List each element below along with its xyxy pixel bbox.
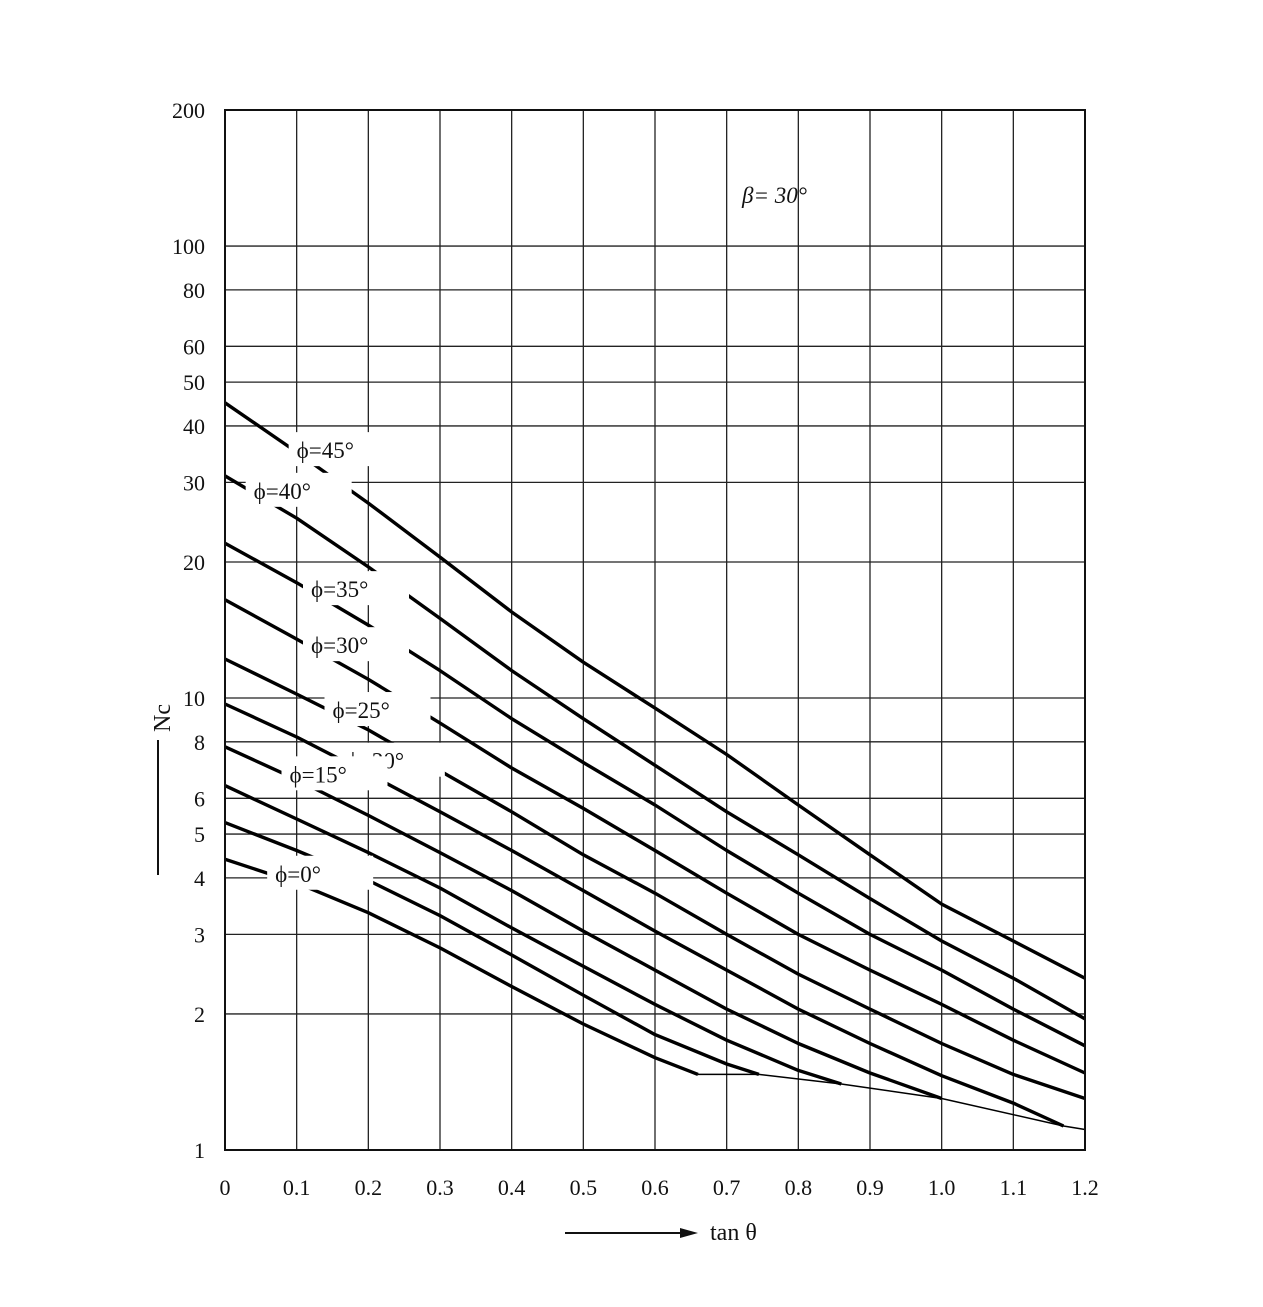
y-tick-label: 60 <box>183 334 205 359</box>
series-line <box>224 474 1086 1021</box>
series-label-text: ϕ=30° <box>311 633 368 658</box>
series-label: ϕ=30° <box>303 627 409 662</box>
x-tick-label: 1.1 <box>1000 1175 1028 1200</box>
series-label: ϕ=25° <box>324 692 431 727</box>
y-tick-label: 2 <box>194 1002 205 1027</box>
y-tick-label: 200 <box>172 98 205 123</box>
y-tick-label: 4 <box>194 866 205 891</box>
x-tick-label: 1.2 <box>1071 1175 1099 1200</box>
y-tick-label: 10 <box>183 686 205 711</box>
y-tick-label: 8 <box>194 730 205 755</box>
curves <box>224 401 1086 1131</box>
series-label-text: ϕ=25° <box>333 698 390 723</box>
series-label: ϕ=15° <box>281 756 388 791</box>
x-axis-arrow-head <box>680 1228 698 1238</box>
x-tick-label: 1.0 <box>928 1175 956 1200</box>
y-tick-label: 5 <box>194 822 205 847</box>
series-line <box>224 541 1086 1048</box>
y-tick-label: 30 <box>183 470 205 495</box>
series-line <box>224 857 699 1076</box>
series-label-text: ϕ=40° <box>254 479 311 504</box>
series-label-text: ϕ=0° <box>275 862 321 887</box>
y-tick-label: 3 <box>194 922 205 947</box>
series-label: ϕ=0° <box>267 855 374 890</box>
y-tick-label: 80 <box>183 278 205 303</box>
y-tick-labels: 1 2 3 4 5 6 8 10 20 30 40 50 60 80 100 200 <box>172 98 205 1163</box>
series-line <box>224 784 842 1086</box>
x-tick-label: 0.8 <box>785 1175 813 1200</box>
x-tick-label: 0.7 <box>713 1175 741 1200</box>
plot-frame <box>224 109 1086 1151</box>
series-label: ϕ=35° <box>303 571 409 606</box>
x-tick-label: 0.3 <box>426 1175 454 1200</box>
y-tick-label: 6 <box>194 786 205 811</box>
y-tick-label: 50 <box>183 370 205 395</box>
series-label-text: ϕ=45° <box>297 438 354 463</box>
x-tick-label: 0.4 <box>498 1175 526 1200</box>
x-tick-label: 0.1 <box>283 1175 311 1200</box>
y-tick-label: 1 <box>194 1138 205 1163</box>
y-tick-label: 40 <box>183 414 205 439</box>
series-line <box>224 745 943 1101</box>
series-label: ϕ=40° <box>245 472 352 507</box>
series-label-text: ϕ=35° <box>311 577 368 602</box>
x-axis-label: tan θ <box>710 1220 757 1246</box>
series-line <box>224 598 1086 1075</box>
x-tick-label: 0.2 <box>355 1175 383 1200</box>
y-axis-label: Nc <box>150 704 176 732</box>
x-tick-labels: 0 0.1 0.2 0.3 0.4 0.5 0.6 0.7 0.8 0.9 1.0 1.1 1.2 <box>220 1175 1099 1200</box>
series-line <box>224 401 1086 980</box>
y-tick-label: 100 <box>172 234 205 259</box>
y-tick-label: 20 <box>183 550 205 575</box>
x-tick-label: 0.9 <box>856 1175 884 1200</box>
x-tick-label: 0 <box>220 1175 231 1200</box>
lower-boundary-line <box>698 1073 1086 1131</box>
x-tick-label: 0.6 <box>641 1175 669 1200</box>
series-label: ϕ=45° <box>288 432 395 467</box>
beta-annotation: β= 30° <box>741 183 807 208</box>
curve-labels: ϕ=45°ϕ=40°ϕ=35°ϕ=30°ϕ=25°ϕ=20°ϕ=15°ϕ=0° <box>245 432 445 890</box>
x-tick-label: 0.5 <box>570 1175 598 1200</box>
series-label-text: ϕ=15° <box>290 762 347 787</box>
series-line <box>224 657 1086 1101</box>
